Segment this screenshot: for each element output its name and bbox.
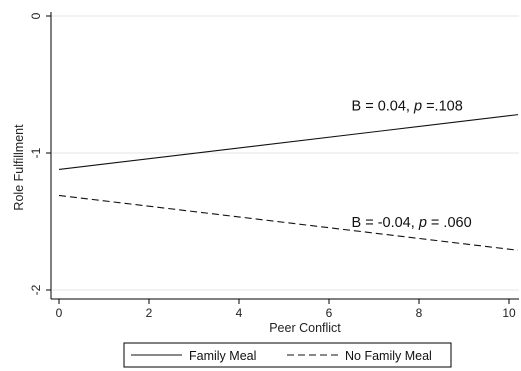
ticks: 0 2 4 6 8 10 0 -1 -2 — [29, 12, 516, 320]
y-axis-title: Role Fulfillment — [12, 124, 26, 211]
x-tick-label-4: 8 — [416, 306, 423, 320]
legend-label-no-family-meal: No Family Meal — [345, 349, 432, 363]
x-tick-label-0: 0 — [56, 306, 63, 320]
series-annotation-0: B = 0.04, p =.108 — [352, 99, 463, 115]
y-tick-label-0: 0 — [29, 12, 43, 19]
series-line-1 — [58, 194, 519, 251]
grid — [52, 15, 519, 291]
x-axis-title: Peer Conflict — [269, 321, 341, 335]
series-line-0 — [58, 114, 519, 170]
x-tick-label-5: 10 — [502, 306, 516, 320]
annotations: B = 0.04, p =.108 B = -0.04, p = .060 — [352, 99, 472, 231]
x-tick-label-3: 6 — [326, 306, 333, 320]
legend: Family Meal No Family Meal — [123, 342, 452, 368]
series-annotation-1: B = -0.04, p = .060 — [352, 215, 472, 231]
series — [58, 114, 519, 251]
legend-label-family-meal: Family Meal — [189, 349, 256, 363]
y-tick-label-1: -1 — [29, 147, 43, 158]
axes — [50, 12, 519, 300]
x-tick-label-2: 4 — [236, 306, 243, 320]
y-tick-label-2: -2 — [29, 284, 43, 295]
x-tick-label-1: 2 — [146, 306, 153, 320]
